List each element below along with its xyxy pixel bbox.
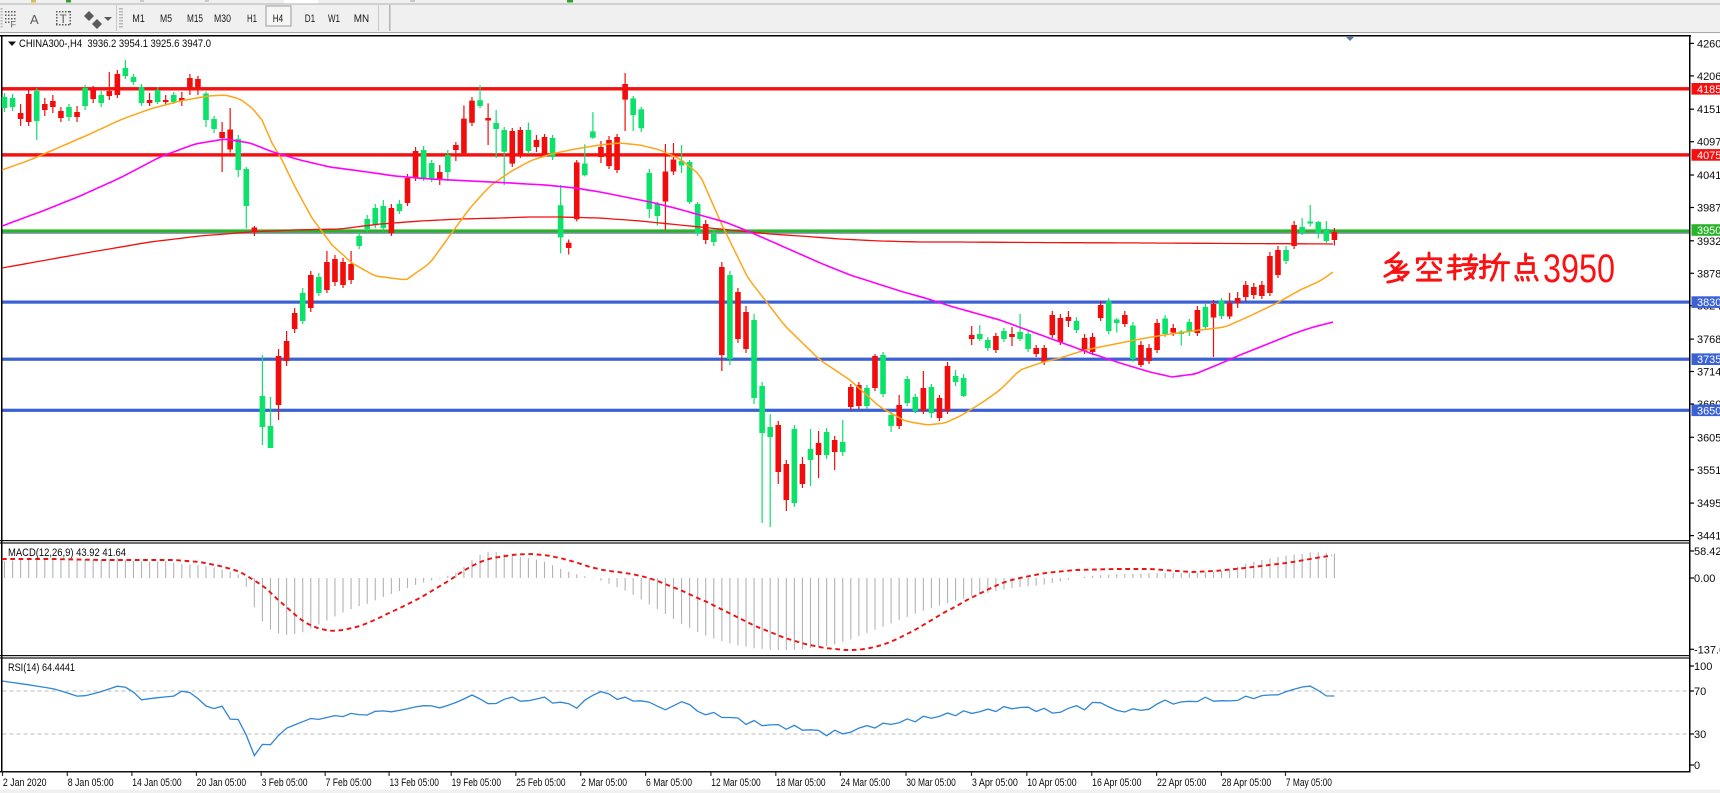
svg-text:-137.0: -137.0	[1694, 644, 1720, 656]
svg-text:F: F	[11, 20, 17, 30]
svg-text:19 Feb 05:00: 19 Feb 05:00	[452, 777, 501, 789]
svg-text:3 Feb 05:00: 3 Feb 05:00	[262, 777, 308, 789]
svg-text:W1: W1	[328, 13, 340, 25]
svg-text:12 Mar 05:00: 12 Mar 05:00	[711, 777, 760, 789]
svg-text:3878.0: 3878.0	[1697, 268, 1720, 280]
svg-text:3650.0: 3650.0	[1697, 405, 1720, 417]
svg-text:T: T	[60, 12, 68, 26]
svg-text:13 Feb 05:00: 13 Feb 05:00	[390, 777, 439, 789]
svg-text:20 Jan 05:00: 20 Jan 05:00	[197, 777, 246, 789]
svg-text:18 Mar 05:00: 18 Mar 05:00	[776, 777, 825, 789]
svg-text:2 Jan 2020: 2 Jan 2020	[3, 777, 47, 789]
svg-text:M15: M15	[187, 13, 203, 25]
svg-text:3551.0: 3551.0	[1697, 465, 1720, 477]
svg-text:7 May 05:00: 7 May 05:00	[1286, 777, 1332, 789]
svg-text:3830.0: 3830.0	[1697, 297, 1720, 309]
svg-text:3441.5: 3441.5	[1697, 531, 1720, 543]
svg-text:22 Apr 05:00: 22 Apr 05:00	[1157, 777, 1206, 789]
svg-text:58.42: 58.42	[1694, 546, 1720, 558]
svg-text:RSI(14) 64.4441: RSI(14) 64.4441	[8, 662, 75, 674]
svg-text:M1: M1	[132, 13, 145, 25]
svg-text:28 Apr 05:00: 28 Apr 05:00	[1222, 777, 1271, 789]
svg-text:4097.0: 4097.0	[1697, 137, 1720, 149]
svg-text:0.00: 0.00	[1694, 573, 1715, 585]
svg-text:4041.5: 4041.5	[1697, 170, 1720, 182]
svg-text:4075.0: 4075.0	[1697, 150, 1720, 162]
svg-text:30 Mar 05:00: 30 Mar 05:00	[906, 777, 955, 789]
svg-text:M30: M30	[214, 13, 231, 25]
svg-text:8 Jan 05:00: 8 Jan 05:00	[68, 777, 114, 789]
svg-text:7 Feb 05:00: 7 Feb 05:00	[326, 777, 372, 789]
svg-text:H1: H1	[247, 13, 257, 25]
svg-text:H4: H4	[273, 13, 283, 25]
svg-text:MACD(12,26,9) 43.92 41.64: MACD(12,26,9) 43.92 41.64	[8, 547, 126, 559]
svg-text:0: 0	[1694, 760, 1700, 772]
svg-text:4151.0: 4151.0	[1697, 104, 1720, 116]
svg-text:3950.0: 3950.0	[1697, 225, 1720, 237]
svg-text:3735.0: 3735.0	[1697, 354, 1720, 366]
svg-text:6 Mar 05:00: 6 Mar 05:00	[646, 777, 692, 789]
svg-text:3605.0: 3605.0	[1697, 432, 1720, 444]
svg-text:3932.0: 3932.0	[1697, 236, 1720, 248]
svg-text:4260.5: 4260.5	[1697, 38, 1720, 50]
svg-text:2 Mar 05:00: 2 Mar 05:00	[581, 777, 627, 789]
svg-text:3950: 3950	[1543, 247, 1615, 291]
svg-text:3495.5: 3495.5	[1697, 498, 1720, 510]
svg-text:4206.5: 4206.5	[1697, 71, 1720, 83]
svg-text:70: 70	[1694, 686, 1706, 698]
svg-text:16 Apr 05:00: 16 Apr 05:00	[1092, 777, 1141, 789]
svg-text:10 Apr 05:00: 10 Apr 05:00	[1027, 777, 1076, 789]
svg-text:A: A	[30, 12, 39, 27]
svg-text:CHINA300-,H4 3936.2 3954.1 39: CHINA300-,H4 3936.2 3954.1 3925.6 3947.0	[19, 38, 211, 50]
svg-text:MN: MN	[354, 13, 369, 25]
svg-text:3987.5: 3987.5	[1697, 203, 1720, 215]
svg-text:3 Apr 05:00: 3 Apr 05:00	[972, 777, 1018, 789]
svg-text:4185.0: 4185.0	[1697, 84, 1720, 96]
svg-text:14 Jan 05:00: 14 Jan 05:00	[132, 777, 181, 789]
svg-text:30: 30	[1694, 729, 1706, 741]
svg-text:3714.5: 3714.5	[1697, 367, 1720, 379]
svg-text:3768.5: 3768.5	[1697, 334, 1720, 346]
svg-text:M5: M5	[160, 13, 172, 25]
svg-text:D1: D1	[305, 13, 315, 25]
svg-text:100: 100	[1694, 661, 1712, 673]
svg-text:25 Feb 05:00: 25 Feb 05:00	[516, 777, 565, 789]
svg-text:24 Mar 05:00: 24 Mar 05:00	[841, 777, 890, 789]
